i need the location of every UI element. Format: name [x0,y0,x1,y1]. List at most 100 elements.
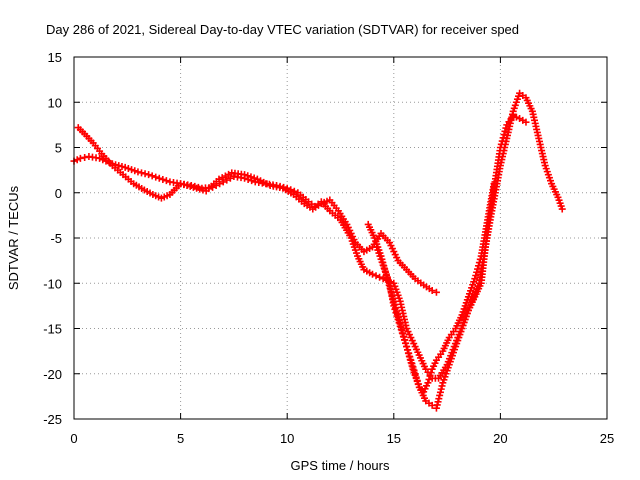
data-point-interp [196,185,204,193]
data-point-interp [412,373,420,381]
data-point-interp [186,182,194,190]
data-point [432,288,440,296]
data-point-interp [400,336,408,344]
data-point [403,343,411,351]
data-point-interp [402,339,410,347]
data-point-interp [180,181,188,189]
data-point [219,178,227,186]
x-tick-label: 20 [493,431,507,446]
data-point-interp [501,127,509,135]
x-tick-label: 25 [600,431,614,446]
plot-frame [73,56,608,420]
data-point-interp [376,273,384,281]
data-point-interp [500,131,508,139]
series-track-a [70,89,566,382]
series-track-d [373,180,498,396]
data-point-interp [406,353,414,361]
data-point-interp [159,175,167,183]
data-point [411,370,419,378]
data-point-interp [131,167,139,175]
y-tick-label: 15 [48,50,62,65]
tick-layer: 0 5 10 15 20 25 -25 -20 -15 -10 -5 0 5 10 15 [43,50,614,446]
data-point-interp [512,113,520,121]
y-tick-label: -25 [43,412,62,427]
data-point [407,356,415,364]
data-point-interp [73,156,81,164]
data-point [496,144,504,151]
data-point [424,379,432,387]
data-point-interp [226,174,234,182]
data-point-interp [426,372,434,380]
y-tick-label: -15 [43,322,62,337]
data-point-interp [81,153,89,161]
y-axis-title: SDTVAR / TECUs [6,185,21,290]
data-point [368,270,376,278]
data-point [471,275,479,283]
data-point [177,180,185,188]
data-point-interp [244,172,252,180]
y-tick-label: -10 [43,276,62,291]
data-point [490,180,498,188]
series-track-b [74,124,440,296]
data-point-interp [193,184,201,192]
data-point-interp [498,137,506,145]
y-tick-label: -20 [43,367,62,382]
y-tick-label: 5 [55,141,62,156]
data-point [558,205,566,213]
data-point [509,112,517,120]
data-point-interp [425,375,433,383]
data-point [522,118,530,126]
data-point-interp [393,312,401,320]
data-point [394,315,402,323]
data-point-interp [223,176,231,184]
data-point [428,286,436,294]
data-point-interp [152,173,160,181]
data-point-interp [99,156,107,164]
data-point-interp [404,346,412,354]
data-point-interp [124,165,132,173]
x-tick-label: 10 [280,431,294,446]
chart-title: Day 286 of 2021, Sidereal Day-to-day VTE… [46,22,519,37]
x-tick-label: 5 [177,431,184,446]
data-point-interp [427,369,435,377]
data-point-interp [391,305,399,313]
data-point-interp [199,186,207,194]
data-point [155,174,163,182]
data-point [189,183,197,191]
data-point-interp [497,140,505,148]
data-point-interp [395,319,403,327]
data-point-interp [499,134,507,142]
data-point [96,154,104,162]
data-point [390,302,398,310]
data-point-interp [372,272,380,280]
data-point-interp [413,377,421,385]
data-point-interp [115,162,123,170]
data-point [121,163,129,171]
x-tick-label: 0 [70,431,77,446]
data-point-interp [405,349,413,357]
data-point [145,171,153,179]
data-point-interp [247,173,255,181]
data-point-interp [475,259,483,267]
data-layer [70,89,566,412]
data-point-interp [148,172,156,180]
data-point-interp [118,163,126,171]
data-point-interp [392,309,400,317]
data-point-interp [472,271,480,279]
data-point-interp [476,255,484,263]
data-point-interp [138,169,146,177]
data-point-interp [396,322,404,330]
grid-layer [74,57,607,419]
data-point-interp [141,170,149,178]
data-point-interp [408,360,416,368]
data-point-interp [410,366,418,374]
data-point-interp [502,124,510,132]
data-point-interp [397,326,405,334]
data-point-interp [399,332,407,340]
x-tick-label: 15 [387,431,401,446]
y-tick-label: 0 [55,186,62,201]
data-point [398,329,406,337]
data-point-interp [474,262,482,270]
data-point [209,183,217,191]
